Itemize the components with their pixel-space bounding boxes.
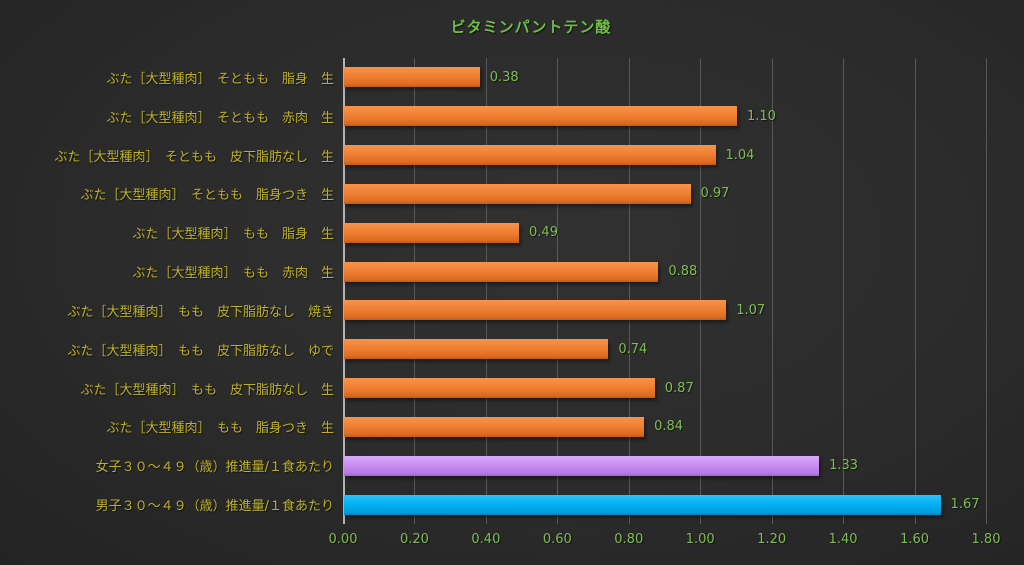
bar[interactable] [344, 106, 737, 127]
bar-row: ぶた［大型種肉］ そともも 皮下脂肪なし 生 1.04 [54, 136, 986, 175]
category-label: ぶた［大型種肉］ そともも 脂身つき 生 [80, 188, 334, 204]
bar-row: ぶた［大型種肉］ そともも 赤肉 生 1.10 [106, 97, 986, 136]
bar[interactable] [344, 67, 480, 88]
gridline [700, 58, 702, 524]
x-axis-tick-label: 1.40 [828, 532, 858, 547]
x-axis-tick-label: 0.80 [614, 532, 644, 547]
bar[interactable] [344, 339, 609, 360]
x-axis-tick-label: 1.00 [685, 532, 715, 547]
bar[interactable] [344, 494, 941, 515]
bar-row: ぶた［大型種肉］ もも 皮下脂肪なし 焼き 1.07 [67, 291, 986, 330]
value-label: 1.07 [736, 302, 766, 318]
bar[interactable] [344, 378, 655, 399]
bar-row: ぶた［大型種肉］ もも 赤肉 生 0.88 [132, 252, 986, 291]
value-label: 1.67 [950, 497, 980, 513]
value-label: 1.04 [725, 147, 755, 163]
bar-row: ぶた［大型種肉］ もも 皮下脂肪なし 生 0.87 [80, 369, 986, 408]
value-label: 0.74 [618, 341, 648, 357]
category-label: 女子３０～４９（歳）推進量/１食あたり [95, 460, 334, 476]
category-label: ぶた［大型種肉］ もも 赤肉 生 [132, 266, 334, 282]
gridlines [343, 58, 987, 524]
gridline [843, 58, 845, 524]
gridline [557, 58, 559, 524]
x-axis-tick-label: 1.80 [971, 532, 1001, 547]
bar[interactable] [344, 222, 520, 243]
plot-area: ぶた［大型種肉］ そともも 脂身 生 0.38 ぶた［大型種肉］ そともも 赤肉… [54, 58, 987, 524]
bar[interactable] [344, 261, 659, 282]
bar[interactable] [344, 145, 716, 166]
y-axis-line [343, 58, 345, 524]
value-label: 1.10 [746, 108, 776, 124]
value-label: 0.97 [700, 186, 730, 202]
value-label: 0.87 [664, 380, 694, 396]
bar-row: ぶた［大型種肉］ もも 脂身 生 0.49 [132, 213, 986, 252]
category-label: ぶた［大型種肉］ そともも 皮下脂肪なし 生 [54, 149, 334, 165]
bar-row: ぶた［大型種肉］ そともも 脂身つき 生 0.97 [80, 174, 986, 213]
bar[interactable] [344, 300, 727, 321]
category-label: ぶた［大型種肉］ そともも 脂身 生 [106, 71, 334, 87]
bar-rows: ぶた［大型種肉］ そともも 脂身 生 0.38 ぶた［大型種肉］ そともも 赤肉… [54, 58, 986, 524]
bar-row: ぶた［大型種肉］ そともも 脂身 生 0.38 [106, 58, 986, 97]
category-label: ぶた［大型種肉］ もも 皮下脂肪なし 焼き [67, 304, 334, 320]
value-label: 0.49 [529, 225, 558, 241]
value-label: 0.88 [668, 264, 698, 280]
x-axis-tick-label: 0.20 [399, 532, 429, 547]
bar-row: ぶた［大型種肉］ もも 皮下脂肪なし ゆで 0.74 [67, 330, 986, 369]
category-label: ぶた［大型種肉］ もも 脂身つき 生 [106, 421, 334, 437]
value-label: 1.33 [829, 458, 859, 474]
category-label: ぶた［大型種肉］ もも 皮下脂肪なし 生 [80, 382, 334, 398]
x-axis-tick-label: 0.00 [328, 532, 358, 547]
bar[interactable] [344, 455, 820, 476]
x-axis-tick-label: 1.20 [757, 532, 787, 547]
gridline [986, 58, 987, 524]
x-axis-tick-label: 1.60 [900, 532, 930, 547]
gridline [914, 58, 916, 524]
category-label: 男子３０～４９（歳）推進量/１食あたり [95, 499, 334, 515]
bar[interactable] [344, 416, 645, 437]
x-axis: 0.00 0.20 0.40 0.60 0.80 1.00 1.20 1.40 1.60 1.80 [329, 532, 1001, 554]
category-label: ぶた［大型種肉］ もも 皮下脂肪なし ゆで [67, 343, 334, 359]
bar-row: ぶた［大型種肉］ もも 脂身つき 生 0.84 [106, 407, 986, 446]
x-axis-tick-label: 0.60 [542, 532, 572, 547]
category-label: ぶた［大型種肉］ そともも 赤肉 生 [106, 110, 334, 126]
gridline [771, 58, 773, 524]
x-axis-tick-label: 0.40 [471, 532, 501, 547]
gridline [414, 58, 416, 524]
value-label: 0.38 [489, 69, 519, 85]
category-label: ぶた［大型種肉］ もも 脂身 生 [132, 227, 334, 243]
bar-row: 男子３０～４９（歳）推進量/１食あたり 1.67 [96, 485, 986, 524]
gridline [485, 58, 487, 524]
chart-title: ビタミンパントテン酸 [450, 18, 612, 36]
bar-row: 女子３０～４９（歳）推進量/１食あたり 1.33 [96, 446, 986, 485]
value-label: 0.84 [654, 419, 684, 435]
gridline [628, 58, 630, 524]
bar[interactable] [344, 183, 691, 204]
